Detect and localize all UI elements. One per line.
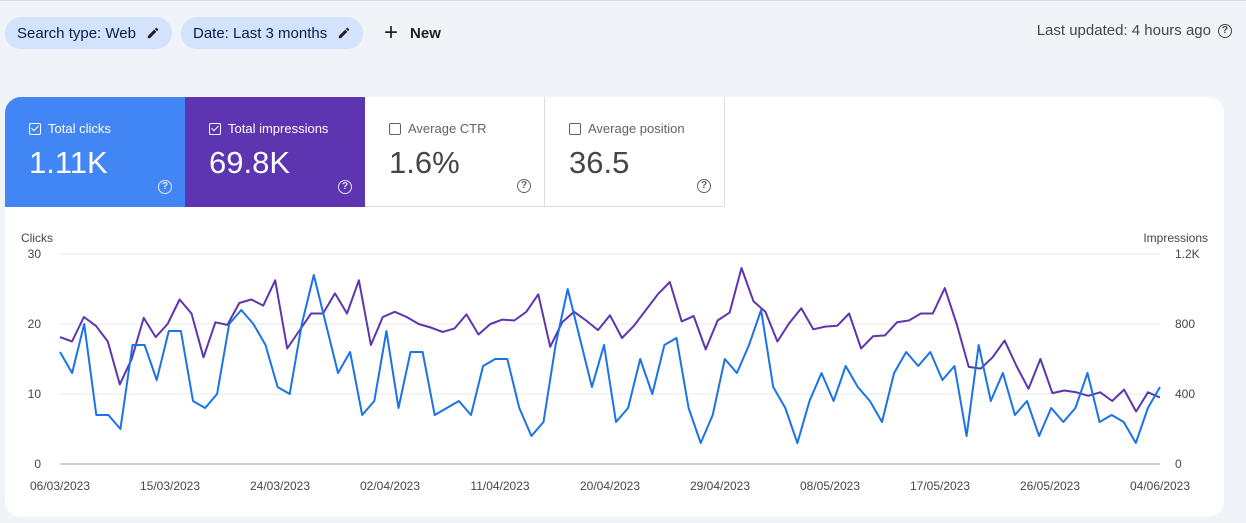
x-axis-tick-label: 04/06/2023 <box>1130 479 1190 493</box>
checkbox-checked-icon[interactable] <box>209 122 221 135</box>
series-line-impressions <box>59 267 1161 413</box>
x-axis-tick-label: 20/04/2023 <box>580 479 640 493</box>
metric-label: Total impressions <box>228 121 329 136</box>
series-line-clicks <box>59 274 1161 444</box>
metric-label: Total clicks <box>48 121 111 136</box>
x-axis-tick-label: 26/05/2023 <box>1020 479 1080 493</box>
metric-card-total-impressions[interactable]: Total impressions 69.8K ? <box>185 97 365 207</box>
right-axis-tick-label: 1.2K <box>1175 247 1200 261</box>
date-filter-chip[interactable]: Date: Last 3 months <box>181 17 364 49</box>
plus-icon: + <box>384 19 399 46</box>
metric-value: 1.6% <box>389 145 460 180</box>
x-axis-tick-label: 29/04/2023 <box>690 479 750 493</box>
search-type-filter-chip[interactable]: Search type: Web <box>5 17 172 49</box>
new-filter-label: New <box>410 24 441 42</box>
x-axis-tick-label: 08/05/2023 <box>800 479 860 493</box>
edit-pencil-icon <box>147 27 159 39</box>
right-axis-tick-label: 0 <box>1175 457 1182 471</box>
checkbox-unchecked-icon[interactable] <box>389 122 401 135</box>
help-icon[interactable]: ? <box>697 179 711 193</box>
last-updated-status: Last updated: 4 hours ago ? <box>1037 22 1232 39</box>
left-axis-tick-label: 10 <box>28 387 42 401</box>
help-icon[interactable]: ? <box>517 179 531 193</box>
metric-value: 69.8K <box>209 145 291 180</box>
x-axis-tick-label: 02/04/2023 <box>360 479 420 493</box>
x-axis-tick-label: 15/03/2023 <box>140 479 200 493</box>
last-updated-text: Last updated: 4 hours ago <box>1036 22 1211 39</box>
metric-label: Average position <box>588 121 685 136</box>
right-axis-title: Impressions <box>1143 231 1208 245</box>
top-divider <box>0 0 1246 1</box>
help-icon[interactable]: ? <box>338 180 352 194</box>
search-type-filter-label: Search type: Web <box>17 24 136 42</box>
x-axis-tick-label: 24/03/2023 <box>250 479 310 493</box>
right-axis-tick-label: 400 <box>1175 387 1195 401</box>
metric-card-average-ctr[interactable]: Average CTR 1.6% ? <box>365 97 545 207</box>
metric-card-average-position[interactable]: Average position 36.5 ? <box>545 97 725 207</box>
edit-pencil-icon <box>339 27 350 39</box>
performance-panel: Total clicks 1.11K ? Total impressions 6… <box>5 97 1224 517</box>
metric-value: 36.5 <box>569 145 630 180</box>
new-filter-button[interactable]: + New <box>378 17 447 49</box>
metric-value: 1.11K <box>29 145 108 180</box>
left-axis-tick-label: 20 <box>28 317 42 331</box>
left-axis-tick-label: 0 <box>34 457 41 471</box>
x-axis-tick-label: 06/03/2023 <box>30 479 90 493</box>
help-icon[interactable]: ? <box>1218 23 1232 38</box>
left-axis-tick-label: 30 <box>28 247 42 261</box>
metric-card-total-clicks[interactable]: Total clicks 1.11K ? <box>5 97 185 207</box>
performance-chart: Clicks Impressions 0 0 10 400 20 800 30 1.2K 06/… <box>21 231 1208 493</box>
x-axis-tick-label: 11/04/2023 <box>470 479 529 493</box>
metric-label: Average CTR <box>408 121 487 136</box>
left-axis-title: Clicks <box>21 231 53 245</box>
help-icon[interactable]: ? <box>158 180 172 194</box>
checkbox-checked-icon[interactable] <box>29 122 41 135</box>
right-axis-tick-label: 800 <box>1175 317 1195 331</box>
x-axis-tick-label: 17/05/2023 <box>910 479 970 493</box>
checkbox-unchecked-icon[interactable] <box>569 122 581 135</box>
date-filter-label: Date: Last 3 months <box>193 24 328 42</box>
